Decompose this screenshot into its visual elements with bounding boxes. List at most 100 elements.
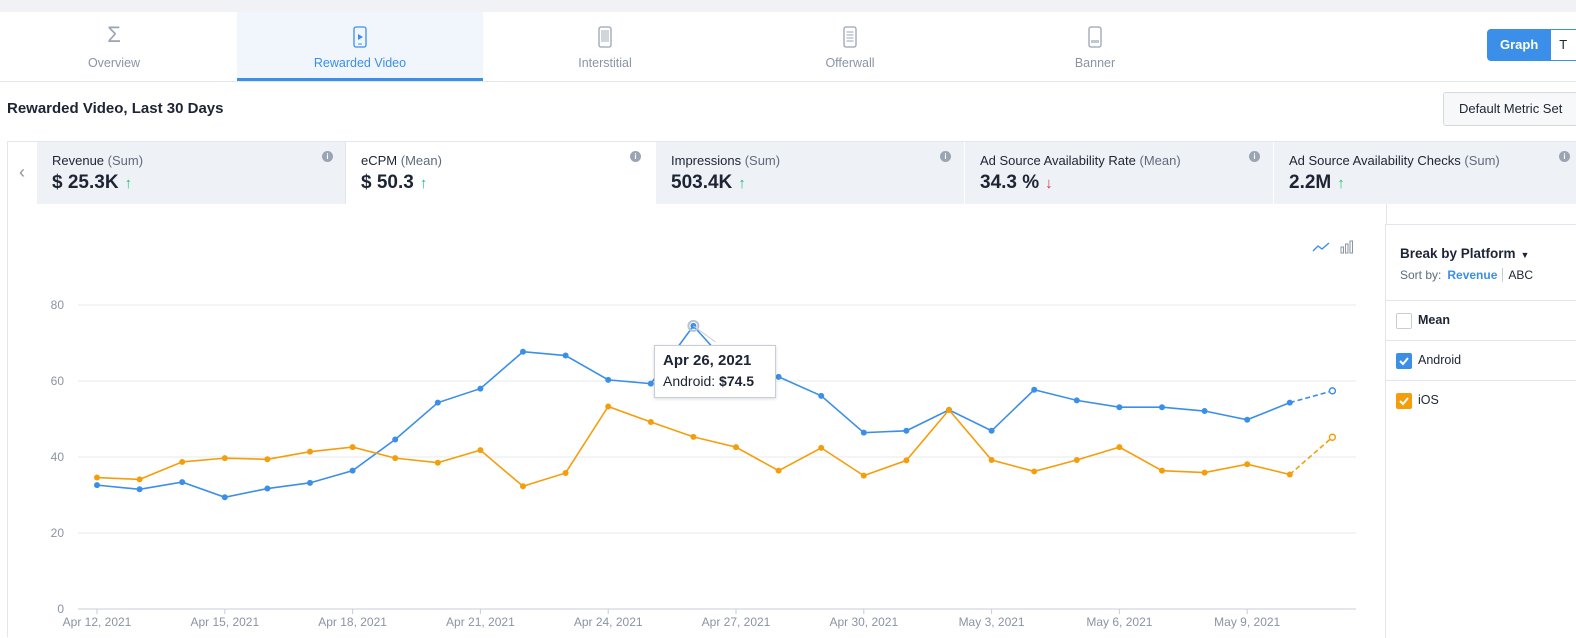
legend-item-android[interactable]: Android bbox=[1386, 340, 1576, 381]
bar-chart-icon[interactable] bbox=[1340, 240, 1354, 259]
tab-rewarded-video[interactable]: Rewarded Video bbox=[237, 12, 483, 81]
tooltip-pointer bbox=[693, 325, 716, 343]
highlighted-point bbox=[687, 319, 700, 332]
data-point-android bbox=[434, 399, 441, 406]
metric-name: Ad Source Availability Rate (Mean) bbox=[980, 153, 1181, 168]
x-tick-label: Apr 27, 2021 bbox=[702, 615, 771, 629]
metric-value-text: $ 50.3 bbox=[361, 172, 414, 193]
metric-value: 503.4K ↑ bbox=[671, 172, 746, 194]
metric-set-dropdown[interactable]: Default Metric Set bbox=[1443, 92, 1576, 126]
trend-up-icon: ↑ bbox=[124, 175, 133, 192]
x-tick-label: May 9, 2021 bbox=[1214, 615, 1280, 629]
data-point-ios bbox=[307, 448, 313, 455]
list-phone-icon bbox=[843, 26, 857, 53]
metric-card-revenue[interactable]: Revenue (Sum) $ 25.3K ↑ i bbox=[36, 142, 346, 204]
legend-panel: Break by Platform ▼ Sort by: Revenue ABC Me… bbox=[1385, 224, 1576, 638]
data-point-ios bbox=[477, 447, 484, 454]
tab-offerwall[interactable]: Offerwall bbox=[727, 12, 973, 81]
line-chart-icon[interactable] bbox=[1312, 240, 1330, 259]
video-phone-icon bbox=[353, 26, 367, 53]
tooltip-series: Android: bbox=[663, 373, 716, 389]
data-point-ios bbox=[520, 483, 526, 490]
tab-banner[interactable]: Banner bbox=[972, 12, 1218, 81]
ecpm-line-chart: 0 20 40 60 80 Apr 12, 2021 Apr 15, 2021 Apr 18,… bbox=[51, 298, 1356, 629]
metric-card-ecpm[interactable]: eCPM (Mean) $ 50.3 ↑ i bbox=[345, 141, 656, 204]
sort-abc-link[interactable]: ABC bbox=[1508, 268, 1534, 282]
legend-item-ios[interactable]: iOS bbox=[1386, 380, 1576, 421]
data-point-android bbox=[562, 352, 569, 359]
break-by-dropdown[interactable]: Break by Platform ▼ bbox=[1400, 246, 1529, 261]
page-title: Rewarded Video, Last 30 Days bbox=[7, 100, 224, 117]
metric-card-impressions[interactable]: Impressions (Sum) 503.4K ↑ i bbox=[655, 142, 965, 204]
y-tick-label: 40 bbox=[51, 450, 65, 464]
tab-overview[interactable]: Σ Overview bbox=[0, 12, 237, 81]
banner-phone-icon bbox=[1088, 26, 1102, 53]
data-point-android bbox=[1031, 386, 1038, 393]
tooltip-line: Android: $74.5 bbox=[663, 373, 754, 389]
info-icon[interactable]: i bbox=[1559, 151, 1570, 162]
data-point-android bbox=[179, 479, 186, 486]
metric-name: Ad Source Availability Checks (Sum) bbox=[1289, 153, 1500, 168]
x-tick-label: Apr 24, 2021 bbox=[574, 615, 643, 629]
metric-label: Ad Source Availability Checks bbox=[1289, 153, 1461, 168]
top-strip bbox=[0, 0, 1576, 12]
info-icon[interactable]: i bbox=[940, 151, 951, 162]
data-point-ios bbox=[605, 403, 612, 410]
data-point-ios bbox=[946, 406, 952, 413]
sort-revenue-link[interactable]: Revenue bbox=[1447, 268, 1504, 282]
trend-up-icon: ↑ bbox=[1337, 175, 1345, 192]
sort-by: Sort by: Revenue ABC bbox=[1400, 268, 1533, 282]
metric-name: Impressions (Sum) bbox=[671, 153, 780, 168]
sigma-icon: Σ bbox=[107, 22, 121, 47]
y-tick-label: 60 bbox=[51, 374, 65, 388]
metric-value: $ 25.3K ↑ bbox=[52, 172, 132, 194]
info-icon[interactable]: i bbox=[1249, 151, 1260, 162]
legend-item-mean[interactable]: Mean bbox=[1386, 300, 1576, 341]
phone-icon bbox=[598, 26, 612, 53]
graph-view-button[interactable]: Graph bbox=[1487, 29, 1552, 61]
data-point-ios bbox=[1031, 468, 1038, 475]
data-point-ios bbox=[136, 476, 143, 483]
table-view-button[interactable]: T bbox=[1551, 29, 1576, 61]
tab-label: Offerwall bbox=[825, 56, 875, 70]
data-point-ios bbox=[690, 433, 697, 440]
legend-label: Mean bbox=[1418, 313, 1450, 327]
x-tick-label: Apr 15, 2021 bbox=[190, 615, 259, 629]
metric-card-availability-rate[interactable]: Ad Source Availability Rate (Mean) 34.3 … bbox=[964, 142, 1274, 204]
trend-down-icon: ↓ bbox=[1045, 175, 1053, 192]
metric-value-text: 2.2M bbox=[1289, 172, 1332, 193]
checkbox-checked[interactable] bbox=[1396, 353, 1412, 369]
info-icon[interactable]: i bbox=[630, 151, 641, 162]
data-point-android bbox=[520, 348, 526, 355]
tooltip-value: $74.5 bbox=[719, 373, 755, 389]
data-point-android bbox=[307, 479, 313, 486]
data-point-android bbox=[647, 380, 654, 387]
metric-value-text: $ 25.3K bbox=[52, 172, 119, 193]
x-tick-label: Apr 18, 2021 bbox=[318, 615, 387, 629]
metric-card-availability-checks[interactable]: Ad Source Availability Checks (Sum) 2.2M… bbox=[1273, 142, 1576, 204]
view-toggle: Graph T bbox=[1487, 29, 1576, 61]
tab-label: Banner bbox=[1074, 56, 1116, 70]
data-point-ios bbox=[1159, 467, 1165, 474]
metric-agg: (Sum) bbox=[744, 153, 781, 168]
checkbox[interactable] bbox=[1396, 313, 1412, 329]
chevron-left-icon[interactable]: ‹ bbox=[7, 142, 36, 204]
data-point-ios bbox=[221, 455, 228, 462]
data-point-android bbox=[221, 494, 228, 501]
data-point-ios bbox=[264, 456, 271, 463]
tab-label: Overview bbox=[87, 56, 141, 70]
data-point-android bbox=[264, 485, 271, 492]
data-point-ios bbox=[818, 444, 825, 451]
checkbox-checked[interactable] bbox=[1396, 393, 1412, 409]
metric-label: Impressions bbox=[671, 153, 742, 168]
break-by-label: Break by Platform bbox=[1400, 246, 1516, 261]
tab-interstitial[interactable]: Interstitial bbox=[482, 12, 728, 81]
metric-agg: (Mean) bbox=[1139, 153, 1181, 168]
metric-label: eCPM bbox=[361, 153, 398, 168]
legend-label: Android bbox=[1418, 353, 1462, 367]
data-point-android bbox=[1073, 397, 1080, 404]
data-point-android bbox=[349, 467, 356, 474]
x-tick-label: Apr 21, 2021 bbox=[446, 615, 515, 629]
metric-value: $ 50.3 ↑ bbox=[361, 172, 427, 194]
info-icon[interactable]: i bbox=[322, 151, 333, 162]
